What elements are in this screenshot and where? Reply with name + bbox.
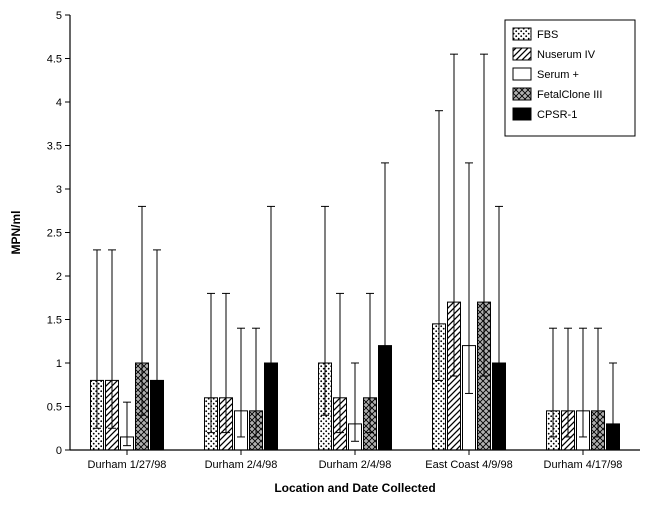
x-tick-label: Durham 2/4/98 [319, 459, 392, 471]
legend-swatch [513, 88, 531, 100]
x-tick-label: East Coast 4/9/98 [425, 459, 512, 471]
legend-swatch [513, 108, 531, 120]
legend-label: CPSR-1 [537, 109, 577, 121]
y-tick-label: 3.5 [47, 141, 62, 153]
chart-container: 0 0.5 1 1.5 2 2.5 3 3.5 4 4.5 5 MPN/ml Durham 1/27/9… [0, 0, 663, 515]
y-tick-label: 3 [56, 184, 62, 196]
y-tick-label: 4.5 [47, 54, 62, 66]
y-tick-label: 5 [56, 10, 62, 22]
legend-swatch [513, 48, 531, 60]
x-tick-label: Durham 4/17/98 [544, 459, 623, 471]
y-tick-label: 1.5 [47, 315, 62, 327]
legend-label: FetalClone III [537, 89, 602, 101]
y-tick-label: 1 [56, 358, 62, 370]
bar-chart-svg: 0 0.5 1 1.5 2 2.5 3 3.5 4 4.5 5 MPN/ml Durham 1/27/9… [0, 0, 663, 515]
y-tick-label: 0.5 [47, 402, 62, 414]
x-axis-title: Location and Date Collected [274, 481, 435, 495]
legend-swatch [513, 28, 531, 40]
x-tick-label: Durham 1/27/98 [88, 459, 167, 471]
y-tick-label: 0 [56, 445, 62, 457]
x-tick-label: Durham 2/4/98 [205, 459, 278, 471]
legend-swatch [513, 68, 531, 80]
y-axis-title: MPN/ml [9, 210, 23, 254]
y-tick-label: 2 [56, 271, 62, 283]
y-tick-label: 4 [56, 97, 62, 109]
legend-label: Serum + [537, 69, 579, 81]
legend-label: FBS [537, 29, 558, 41]
legend-label: Nuserum IV [537, 49, 596, 61]
y-tick-label: 2.5 [47, 228, 62, 240]
legend: FBS Nuserum IV Serum + FetalClone III CPSR-1 [505, 20, 635, 136]
